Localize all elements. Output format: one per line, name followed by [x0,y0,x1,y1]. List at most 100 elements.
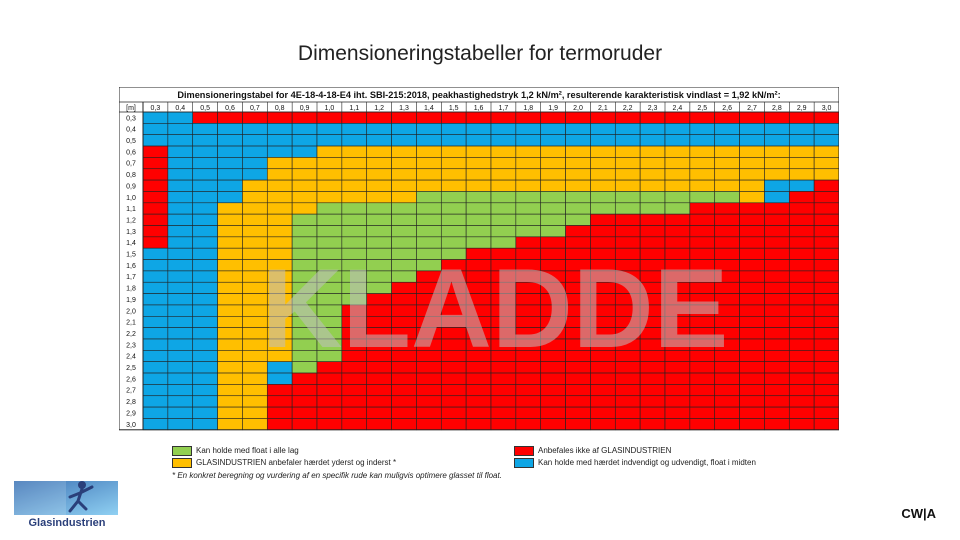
table-cell [242,395,268,408]
table-cell [291,157,318,170]
column-header: 0,6 [225,105,235,112]
legend-swatch-green [172,445,192,456]
row-header: 2,8 [126,399,136,406]
table-cell [764,384,790,397]
table-cell [764,168,790,181]
table-cell [714,213,740,226]
table-cell [639,372,666,385]
table-cell [764,134,790,147]
table-cell [739,361,765,374]
table-cell [590,191,616,204]
table-cell [490,372,517,385]
table-cell [788,225,815,238]
table-cell [291,418,318,431]
table-cell [689,191,716,204]
table-cell [391,372,417,385]
table-cell [764,236,790,249]
table-cell [590,157,616,170]
table-cell [465,157,492,170]
table-cell [167,145,194,158]
table-cell [316,213,343,226]
table-cell [291,191,318,204]
table-cell [639,418,666,431]
table-cell [192,338,218,351]
column-header: 1,1 [349,105,359,112]
table-cell [813,270,839,283]
table-cell [142,225,169,238]
table-cell [739,157,765,170]
table-cell [540,372,566,385]
table-cell [664,395,691,408]
table-cell [788,327,815,340]
table-cell [217,123,243,135]
table-cell [341,213,368,226]
table-cell [540,145,566,158]
table-cell [192,327,218,340]
column-header: 1,9 [548,105,558,112]
table-cell [217,225,243,238]
table-cell [689,145,716,158]
table-cell [689,123,716,135]
table-cell [590,145,616,158]
table-cell [192,236,218,249]
table-cell [788,236,815,249]
table-cell [764,213,790,226]
column-header: 0,5 [200,105,210,112]
legend: Kan holde med float i alle lag GLASINDUS… [172,445,822,485]
table-cell [515,168,542,181]
table-cell [764,179,790,192]
corner-mark: CW|A [901,506,936,521]
table-cell [142,361,169,374]
table-cell [167,338,194,351]
table-cell [540,213,566,226]
table-cell [689,384,716,397]
table-cell [440,191,467,204]
table-cell [515,134,542,147]
table-cell [764,350,790,363]
table-cell [565,191,591,204]
table-cell [813,316,839,328]
table-cell [515,123,542,135]
table-cell [788,350,815,363]
table-cell [788,281,815,294]
table-cell [192,168,218,181]
table-cell [689,134,716,147]
table-cell [739,179,765,192]
row-header: 2,3 [126,342,136,349]
table-cell [242,202,268,215]
table-cell [764,281,790,294]
column-header: 1,2 [374,105,384,112]
table-cell [242,213,268,226]
table-cell [167,350,194,363]
table-cell [366,123,392,135]
table-cell [291,123,318,135]
table-cell [366,168,392,181]
table-cell [813,372,839,385]
table-cell [167,270,194,283]
table-cell [142,395,169,408]
table-cell [142,406,169,419]
table-cell [142,157,169,170]
table-cell [639,134,666,147]
table-cell [242,418,268,431]
table-cell [590,134,616,147]
legend-swatch-blue [514,457,534,468]
table-cell [142,202,169,215]
table-cell [341,384,368,397]
column-header: 1,8 [523,105,533,112]
table-cell [714,202,740,215]
table-cell [614,213,641,226]
table-cell [341,191,368,204]
table-cell [614,191,641,204]
row-header: 1,6 [126,263,136,270]
row-header: 1,8 [126,286,136,293]
table-cell [515,191,542,204]
table-cell [515,406,542,419]
table-cell [266,372,293,385]
table-cell [316,179,343,192]
column-header: 2,3 [648,105,658,112]
table-cell [664,145,691,158]
table-cell [788,406,815,419]
table-cell [440,406,467,419]
table-cell [788,372,815,385]
